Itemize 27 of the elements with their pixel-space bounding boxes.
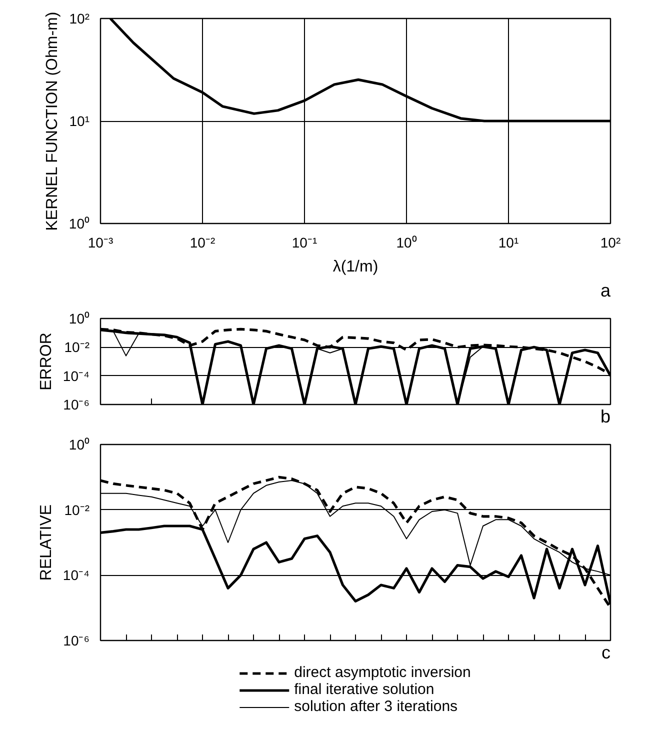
- y-tick-label: 10⁻⁶: [63, 632, 90, 648]
- y-axis-title: RELATIVE: [38, 504, 55, 581]
- y-tick-label: 10⁰: [68, 310, 90, 326]
- y-tick-label: 10⁻²: [64, 339, 90, 356]
- x-tick-label: 10²: [600, 234, 621, 250]
- x-tick-label: 10⁻¹: [292, 234, 318, 250]
- legend-label: solution after 3 iterations: [294, 698, 458, 715]
- x-tick-label: 10⁰: [396, 234, 417, 250]
- x-tick-label: 10⁻³: [88, 234, 114, 250]
- y-axis-title: KERNEL FUNCTION (Ohm-m): [44, 12, 61, 231]
- x-axis-title: λ(1/m): [332, 258, 378, 276]
- y-tick-label: 10⁻⁶: [63, 396, 90, 412]
- legend-label: final iterative solution: [294, 681, 434, 698]
- x-tick-label: 10¹: [498, 234, 519, 250]
- y-tick-label: 10⁰: [68, 436, 90, 452]
- text: c: [602, 642, 610, 662]
- y-tick-label: 10⁻²: [64, 502, 90, 518]
- y-axis-title: ERROR: [38, 332, 55, 390]
- y-tick-label: 10⁰: [68, 216, 90, 232]
- y-tick-label: 10⁻⁴: [62, 368, 90, 384]
- text: a: [600, 280, 612, 300]
- text: b: [600, 406, 611, 426]
- y-tick-label: 10⁻⁴: [62, 567, 90, 584]
- legend-label: direct asymptotic inversion: [294, 664, 471, 681]
- y-tick-label: 10¹: [69, 113, 90, 129]
- x-tick-label: 10⁻²: [190, 234, 216, 250]
- y-tick-label: 10²: [69, 10, 90, 26]
